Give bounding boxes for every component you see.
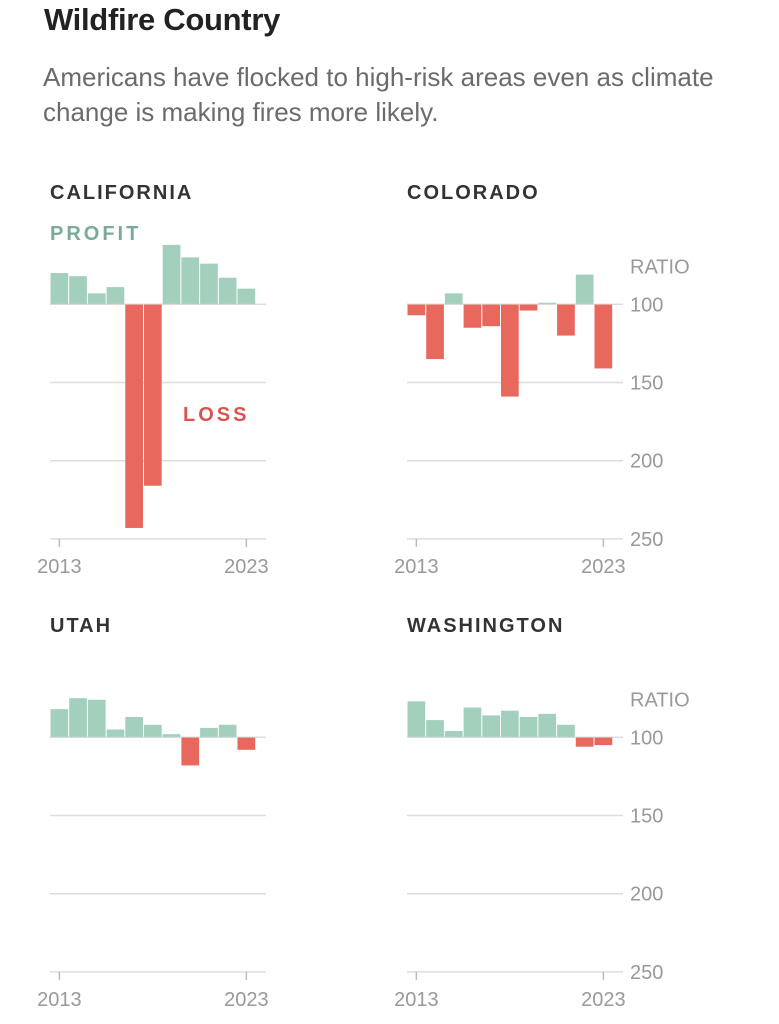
x-tick-label-2023: 2023 (224, 556, 269, 578)
y-tick-label-200: 200 (630, 451, 663, 473)
x-tick-label-2023: 2023 (581, 989, 626, 1011)
bar-utah-2020 (181, 737, 200, 766)
bar-utah-2017 (125, 716, 143, 738)
bar-colorado-2018 (501, 304, 519, 397)
y-tick-label-150: 150 (630, 373, 663, 395)
bar-washington-2018 (501, 710, 519, 738)
bar-utah-2018 (144, 724, 162, 738)
bar-washington-2023 (594, 737, 613, 746)
panel-title-washington: WASHINGTON (407, 615, 564, 637)
bar-colorado-2016 (463, 304, 482, 328)
bar-california-2018 (144, 304, 162, 486)
bar-washington-2015 (444, 731, 463, 738)
bar-california-2013 (50, 273, 69, 305)
bar-utah-2019 (162, 734, 181, 738)
bar-california-2022 (218, 277, 237, 305)
bar-utah-2014 (69, 698, 87, 738)
bar-utah-2013 (50, 709, 69, 738)
y-tick-label-250: 250 (630, 529, 663, 551)
bar-colorado-2017 (482, 304, 500, 327)
bar-washington-2022 (575, 737, 594, 747)
bar-california-2019 (162, 244, 181, 305)
y-tick-label-100: 100 (630, 294, 663, 316)
bar-colorado-2020 (538, 302, 557, 305)
bar-utah-2021 (200, 727, 218, 738)
bar-colorado-2013 (407, 304, 426, 316)
bar-washington-2021 (557, 724, 575, 738)
bar-utah-2023 (237, 737, 256, 750)
y-tick-label-100: 100 (630, 727, 663, 749)
x-tick-label-2013: 2013 (37, 989, 82, 1011)
bar-california-2017 (125, 304, 143, 528)
bar-california-2021 (200, 263, 218, 305)
bar-colorado-2015 (444, 293, 463, 305)
bar-california-2015 (87, 293, 106, 305)
y-axis-label-ratio: RATIO (630, 256, 690, 278)
chart-subtitle: Americans have flocked to high-risk area… (43, 62, 714, 127)
bar-utah-2022 (218, 724, 237, 738)
annotation-profit: PROFIT (50, 223, 141, 245)
bar-california-2014 (69, 276, 87, 305)
x-tick-label-2023: 2023 (581, 556, 626, 578)
bar-washington-2019 (519, 716, 538, 738)
bar-utah-2015 (87, 699, 106, 738)
bar-colorado-2021 (557, 304, 575, 336)
panel-title-utah: UTAH (50, 615, 112, 637)
x-tick-label-2013: 2013 (394, 989, 439, 1011)
panel-title-california: CALIFORNIA (50, 182, 193, 204)
bar-california-2016 (106, 287, 125, 305)
annotation-loss: LOSS (183, 404, 249, 426)
bar-california-2020 (181, 257, 200, 305)
bar-colorado-2022 (575, 274, 594, 305)
bar-washington-2016 (463, 707, 482, 738)
bar-washington-2014 (426, 720, 444, 738)
bar-colorado-2014 (426, 304, 444, 360)
bar-california-2023 (237, 288, 256, 305)
y-tick-label-200: 200 (630, 884, 663, 906)
bar-washington-2020 (538, 713, 557, 738)
chart-title: Wildfire Country (44, 2, 281, 37)
x-tick-label-2023: 2023 (224, 989, 269, 1011)
bar-colorado-2019 (519, 304, 538, 311)
bar-washington-2017 (482, 715, 500, 738)
bar-colorado-2023 (594, 304, 613, 369)
x-tick-label-2013: 2013 (394, 556, 439, 578)
y-tick-label-150: 150 (630, 806, 663, 828)
panel-title-colorado: COLORADO (407, 182, 540, 204)
bar-washington-2013 (407, 701, 426, 738)
y-tick-label-250: 250 (630, 962, 663, 984)
x-tick-label-2013: 2013 (37, 556, 82, 578)
y-axis-label-ratio: RATIO (630, 689, 690, 711)
bar-utah-2016 (106, 729, 125, 738)
